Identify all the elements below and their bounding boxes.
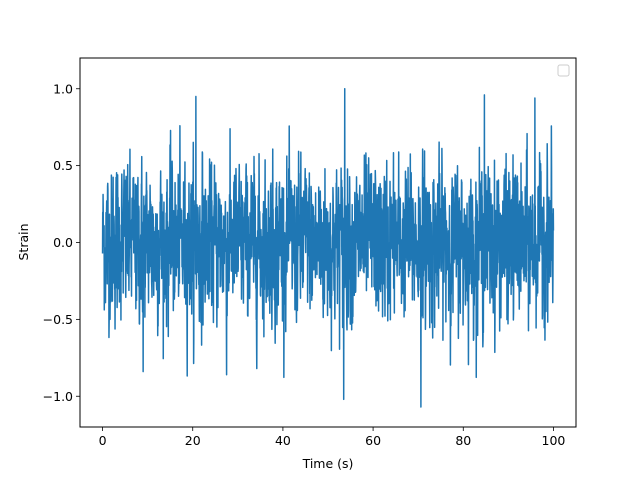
plot-area [101, 88, 555, 408]
y-tick-label: 0.0 [53, 235, 73, 250]
legend-box [557, 64, 570, 77]
series-line [101, 88, 555, 408]
y-tick-label: 1.0 [53, 81, 73, 96]
x-axis-label: Time (s) [302, 456, 354, 471]
x-tick-label: 60 [365, 433, 381, 448]
y-axis-label: Strain [16, 223, 31, 260]
y-tick-label: 0.5 [53, 158, 73, 173]
x-tick-label: 20 [185, 433, 201, 448]
x-tick-label: 40 [275, 433, 291, 448]
y-tick-label: −1.0 [43, 389, 73, 404]
x-tick-label: 100 [542, 433, 566, 448]
x-tick-label: 0 [99, 433, 107, 448]
x-tick-label: 80 [455, 433, 471, 448]
y-tick-label: −0.5 [43, 312, 73, 327]
